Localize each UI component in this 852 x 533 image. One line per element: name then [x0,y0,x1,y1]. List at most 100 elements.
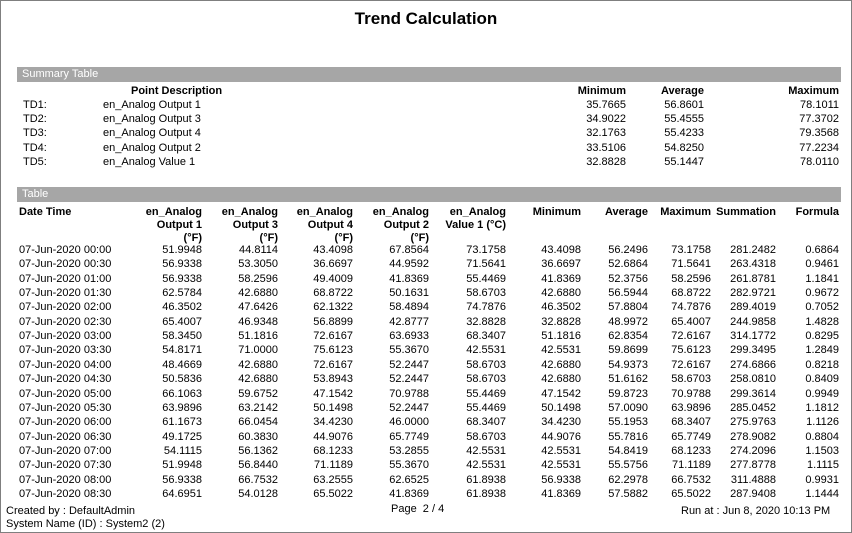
table-cell: 50.1498 [313,401,353,414]
table-cell: 07-Jun-2020 08:30 [19,487,112,500]
table-cell: 1.1444 [805,487,839,500]
table-cell: 47.1542 [313,387,353,400]
table-cell: 59.8723 [608,387,648,400]
summary-cell: TD2: [23,113,47,126]
table-cell: 60.3830 [238,430,278,443]
table-cell: 72.6167 [671,358,711,371]
table-cell: 65.7749 [671,430,711,443]
table-cell: 277.8778 [730,459,776,472]
table-cell: 07-Jun-2020 04:30 [19,373,112,386]
table-cell: 71.5641 [466,258,506,271]
table-cell: 74.7876 [671,301,711,314]
table-cell: 59.8699 [608,344,648,357]
table-cell: 52.3756 [608,272,648,285]
table-cell: 41.8369 [541,272,581,285]
table-cell: 0.9461 [805,258,839,271]
table-cell: 07-Jun-2020 00:30 [19,258,112,271]
table-cell: 44.8114 [239,244,278,256]
table-cell: 46.0000 [389,416,429,429]
table-cell: 42.5531 [466,344,506,357]
table-cell: 68.3407 [466,416,506,429]
table-cell: 63.9896 [671,401,711,414]
table-cell: 47.6426 [238,301,278,314]
table-cell: 51.9948 [162,244,202,256]
table-header: Value 1 (°C) [445,219,506,231]
table-cell: 54.8171 [162,344,202,357]
table-cell: 56.8899 [313,315,353,328]
table-cell: 48.4669 [162,358,202,371]
table-header: Output 2 [383,219,429,231]
table-cell: 299.3495 [730,344,776,357]
table-header: (°F) [334,232,353,244]
table-cell: 71.1189 [314,459,353,472]
table-cell: 49.4009 [313,272,353,285]
table-cell: 0.8295 [805,330,839,343]
table-cell: 68.1233 [671,444,711,457]
table-cell: 55.4469 [466,401,506,414]
table-cell: 68.3407 [671,416,711,429]
table-cell: 63.2142 [238,401,278,414]
table-cell: 07-Jun-2020 08:00 [19,473,112,486]
table-cell: 42.8777 [389,315,429,328]
table-cell: 44.9592 [389,258,429,271]
table-cell: 51.6162 [608,373,648,386]
table-cell: 46.3502 [162,301,202,314]
summary-cell: 79.3568 [799,127,839,140]
table-cell: 1.2849 [805,344,839,357]
table-cell: 42.5531 [466,444,506,457]
table-cell: 0.7052 [805,301,839,314]
table-header: (°F) [259,232,278,244]
report-title: Trend Calculation [354,9,498,28]
table-cell: 72.6167 [313,358,353,371]
table-header: en_Analog [145,206,202,218]
table-header: Summation [716,206,776,218]
table-cell: 1.1812 [805,401,839,414]
table-cell: 32.8828 [466,315,506,328]
table-cell: 0.8804 [805,430,839,443]
summary-cell: 32.1763 [586,127,626,140]
table-cell: 42.6880 [541,287,581,300]
table-cell: 281.2482 [730,244,776,256]
table-cell: 0.8218 [805,358,839,371]
table-cell: 55.4469 [466,387,506,400]
table-cell: 07-Jun-2020 05:30 [19,401,112,414]
table-cell: 70.9788 [671,387,711,400]
table-cell: 1.4828 [805,315,839,328]
table-cell: 71.0000 [238,344,278,357]
table-header: Date Time [19,206,72,218]
table-cell: 68.3407 [466,330,506,343]
table-cell: 56.9338 [541,473,581,486]
table-cell: 07-Jun-2020 00:00 [19,244,112,256]
summary-cell: en_Analog Output 3 [103,113,201,126]
table-cell: 0.8409 [805,373,839,386]
table-cell: 54.1115 [163,444,202,457]
table-cell: 65.7749 [389,430,429,443]
table-cell: 56.5944 [608,287,648,300]
table-cell: 63.6933 [389,330,429,343]
table-cell: 56.9338 [162,258,202,271]
table-cell: 42.5531 [541,344,581,357]
table-header: en_Analog [449,206,506,218]
table-cell: 68.1233 [313,444,353,457]
table-cell: 07-Jun-2020 06:30 [19,430,112,443]
table-cell: 70.9788 [389,387,429,400]
table-cell: 44.9076 [541,430,581,443]
table-cell: 282.9721 [730,287,776,300]
table-cell: 56.9338 [162,272,202,285]
table-cell: 0.9672 [805,287,839,300]
table-cell: 52.2447 [389,373,429,386]
table-cell: 58.3450 [162,330,202,343]
table-cell: 65.5022 [671,487,711,500]
table-cell: 75.6123 [313,344,353,357]
summary-cell: 55.1447 [664,155,704,168]
summary-cell: 33.5106 [586,141,626,154]
table-cell: 63.2555 [313,473,353,486]
summary-cell: en_Analog Value 1 [103,155,196,168]
table-cell: 1.1115 [806,459,839,472]
table-cell: 62.1322 [313,301,353,314]
table-cell: 52.6864 [608,258,648,271]
table-cell: 41.8369 [389,487,429,500]
table-cell: 73.1758 [466,244,506,256]
table-cell: 1.1841 [805,272,839,285]
table-cell: 73.1758 [671,244,711,256]
